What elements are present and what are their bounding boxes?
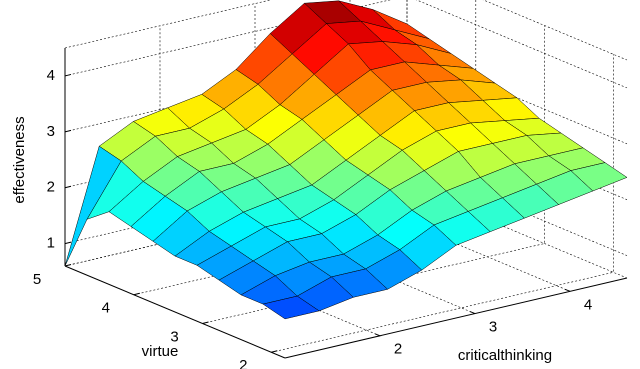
box-edge (64, 0, 628, 61)
grid-line (271, 54, 614, 353)
y-tick (64, 264, 72, 267)
x-axis-label: criticalthinking (458, 347, 552, 364)
z-tick (64, 73, 72, 77)
x-tick-label: 3 (489, 319, 497, 336)
y-tick (202, 321, 209, 324)
x-tick (469, 311, 476, 315)
y-tick-label: 5 (33, 271, 41, 288)
z-tick (64, 185, 72, 189)
surface-patch (262, 295, 320, 320)
y-tick-label: 4 (102, 300, 110, 317)
z-tick (64, 129, 72, 133)
x-tick-label: 2 (394, 341, 402, 358)
y-tick (133, 292, 140, 296)
y-axis (64, 265, 286, 359)
z-tick-label: 2 (47, 179, 55, 196)
z-tick (64, 241, 72, 245)
z-axis-label: effectiveness (11, 116, 28, 203)
y-tick-label: 3 (170, 328, 178, 345)
z-tick-label: 4 (47, 67, 55, 84)
y-tick (271, 350, 278, 353)
y-tick-label: 2 (239, 357, 247, 369)
z-tick-label: 1 (47, 235, 55, 252)
x-tick (374, 333, 381, 337)
z-tick-label: 3 (47, 123, 55, 140)
x-tick-label: 4 (584, 296, 592, 313)
y-axis-label: virtue (142, 343, 179, 360)
grid-line (64, 0, 628, 89)
x-tick (564, 288, 571, 292)
